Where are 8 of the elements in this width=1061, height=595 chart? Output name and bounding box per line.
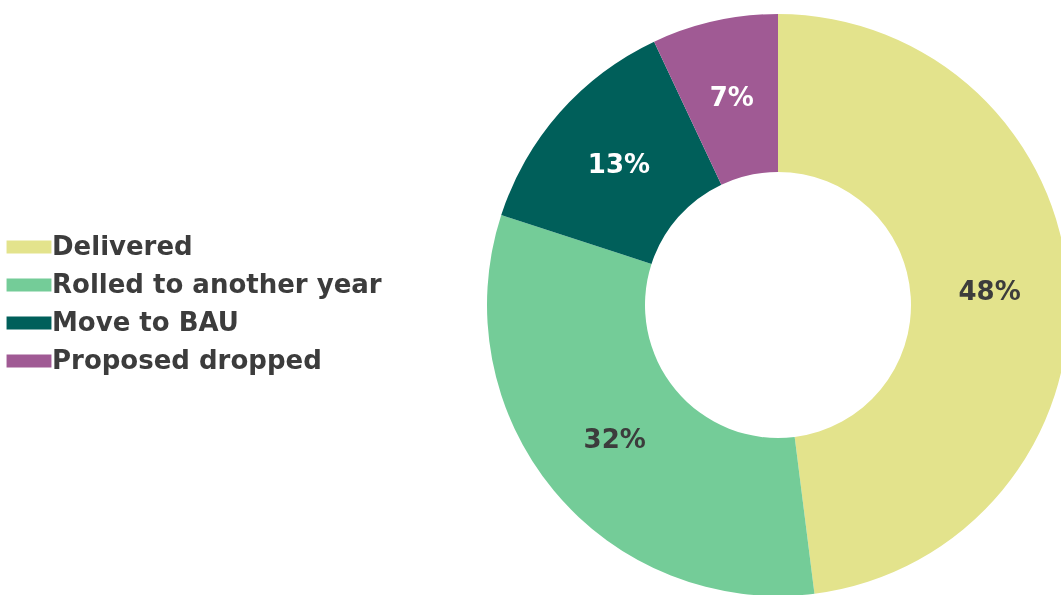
data-label: 13% [587,148,651,179]
legend-label: Move to BAU [52,307,239,337]
data-label: 32% [583,424,646,455]
data-label: 48% [958,275,1021,306]
legend-label: Rolled to another year [52,269,382,299]
legend-label: Proposed dropped [52,345,322,375]
data-label: 7% [709,82,754,113]
legend-label: Delivered [52,231,193,261]
